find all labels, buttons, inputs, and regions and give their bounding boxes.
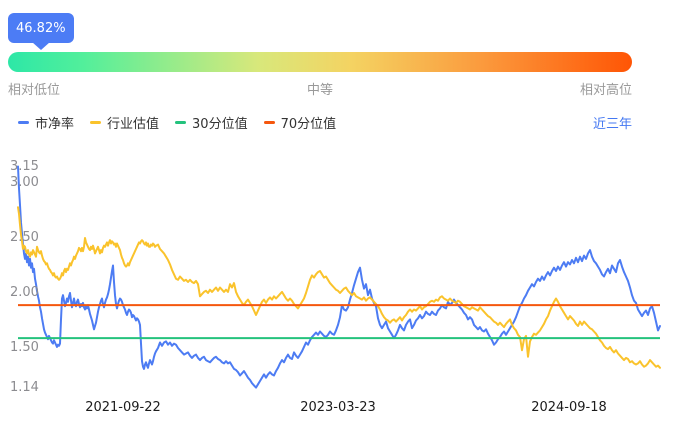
legend-item-70th-percentile[interactable]: 70分位值 [263, 113, 337, 132]
legend-label: 70分位值 [280, 117, 337, 132]
legend-item-30th-percentile[interactable]: 30分位值 [175, 113, 248, 132]
series-line-pb [17, 165, 661, 389]
gradient-bar-labels: 相对低位 中等 相对高位 [8, 79, 632, 98]
time-range-link[interactable]: 近三年 [592, 117, 632, 132]
gauge-label-mid: 中等 [306, 83, 333, 98]
legend-item-pb-ratio[interactable]: 市净率 [18, 113, 74, 132]
legend-label: 行业估值 [107, 117, 160, 132]
percentile-gradient-bar [8, 52, 632, 72]
legend-label: 30分位值 [192, 117, 248, 132]
industry-line-swatch-icon [90, 121, 102, 124]
gauge-label-high: 相对高位 [579, 83, 632, 98]
percentile-tooltip: 46.82% [8, 13, 74, 50]
series-line-industry [17, 206, 661, 369]
pb-line-swatch-icon [18, 121, 29, 124]
p30-line-swatch-icon [175, 121, 187, 124]
percentile-value: 46.82% [16, 20, 66, 36]
p70-line-swatch-icon [263, 121, 275, 124]
chart-legend: 市净率 行业估值 30分位值 70分位值 近三年 [18, 113, 632, 132]
gauge-label-low: 相对低位 [8, 83, 61, 98]
legend-item-industry-valuation[interactable]: 行业估值 [90, 113, 159, 132]
legend-label: 市净率 [35, 117, 75, 132]
tooltip-arrow-icon [31, 42, 50, 50]
